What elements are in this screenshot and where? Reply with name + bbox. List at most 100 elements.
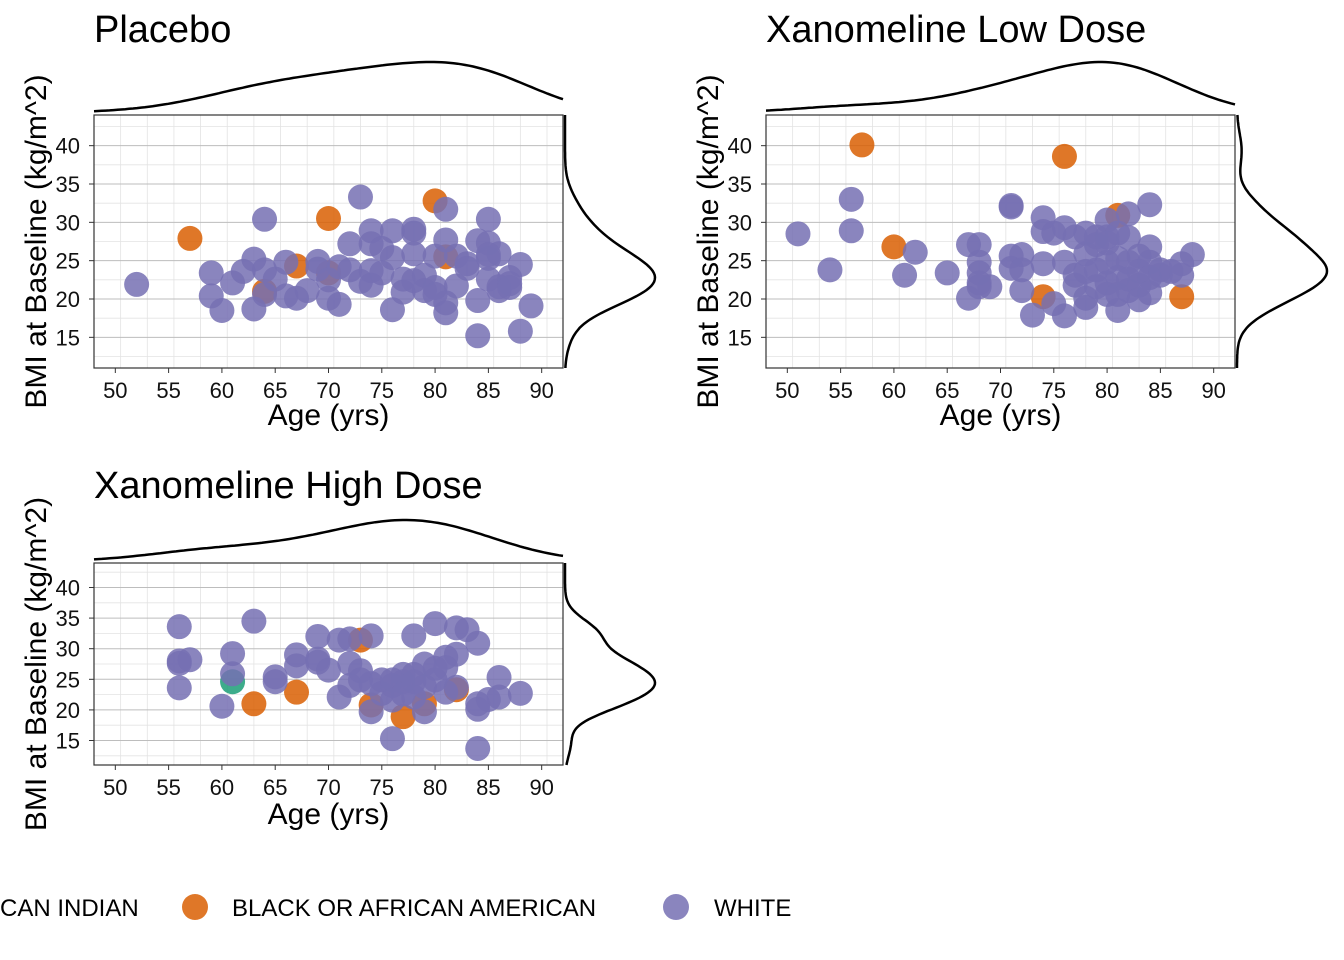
legend-key-black: [182, 894, 208, 920]
panel-placebo: Placebo 50 55 60 65 70 75 80 85 90 152025303540 …: [20, 9, 657, 432]
scatter-point: [401, 623, 427, 649]
scatter-point: [966, 232, 992, 258]
y-tick-label: 15: [728, 325, 752, 350]
scatter-points: [124, 184, 544, 349]
scatter-point: [892, 262, 918, 288]
marginal-density-x: [93, 518, 564, 561]
scatter-point: [1009, 257, 1035, 283]
panel-title: Xanomeline Low Dose: [766, 9, 1146, 51]
scatter-point: [1115, 201, 1141, 227]
legend: CAN INDIAN BLACK OR AFRICAN AMERICAN WHI…: [0, 894, 791, 922]
scatter-point: [465, 288, 491, 314]
y-tick-label: 30: [56, 210, 80, 235]
scatter-points: [166, 608, 533, 761]
scatter-point: [166, 614, 192, 640]
x-tick-label: 55: [156, 378, 180, 403]
y-tick-label: 25: [56, 667, 80, 692]
scatter-point: [1169, 262, 1195, 288]
scatter-point: [475, 206, 501, 232]
marginal-density-x: [93, 60, 564, 113]
y-axis-ticks: 15 20 25 30 35 40: [728, 134, 766, 350]
x-tick-label: 85: [1148, 378, 1172, 403]
x-tick-label: 50: [775, 378, 799, 403]
scatter-point: [1115, 225, 1141, 251]
x-axis-ticks: 50 55 60 65 70 75 80 85 90: [103, 765, 554, 800]
y-tick-label: 35: [56, 606, 80, 631]
x-axis-label: Age (yrs): [268, 399, 390, 432]
marginal-density-y: [1235, 114, 1329, 368]
x-tick-label: 90: [1201, 378, 1225, 403]
x-tick-label: 80: [423, 775, 447, 800]
y-axis-label: BMI at Baseline (kg/m^2): [20, 74, 53, 408]
scatter-point: [177, 225, 203, 251]
scatter-point: [379, 245, 405, 271]
scatter-point: [443, 674, 469, 700]
scatter-point: [326, 291, 352, 317]
panel-title: Xanomeline High Dose: [94, 465, 483, 507]
scatter-point: [507, 318, 533, 344]
x-axis-label: Age (yrs): [268, 798, 390, 831]
scatter-point: [1030, 251, 1056, 277]
x-tick-label: 75: [370, 775, 394, 800]
legend-label-white: WHITE: [714, 895, 791, 922]
scatter-points: [785, 132, 1205, 329]
x-tick-label: 80: [423, 378, 447, 403]
y-axis-ticks: 15 20 25 30 35 40: [56, 134, 94, 350]
scatter-point: [337, 626, 363, 652]
scatter-point: [358, 623, 384, 649]
x-tick-label: 50: [103, 378, 127, 403]
scatter-point: [209, 298, 235, 323]
scatter-point: [838, 218, 864, 244]
x-tick-label: 75: [1042, 378, 1066, 403]
scatter-point: [337, 231, 363, 257]
scatter-point: [934, 260, 960, 286]
scatter-point: [422, 611, 448, 637]
y-axis-label: BMI at Baseline (kg/m^2): [692, 74, 725, 408]
x-axis-ticks: 50 55 60 65 70 75 80 85 90: [103, 368, 554, 403]
scatter-point: [252, 206, 278, 232]
scatter-point: [379, 726, 405, 752]
scatter-point: [273, 249, 299, 275]
scatter-point: [379, 218, 405, 244]
y-tick-label: 20: [56, 287, 80, 312]
scatter-point: [465, 735, 491, 761]
marginal-density-x: [765, 60, 1236, 112]
scatter-point: [401, 220, 427, 246]
scatter-point: [1169, 284, 1195, 310]
marginal-density-y: [563, 563, 657, 766]
panel-title: Placebo: [94, 9, 231, 51]
scatter-point: [316, 657, 341, 683]
scatter-point: [220, 641, 246, 667]
y-tick-label: 15: [56, 729, 80, 754]
scatter-point: [849, 132, 875, 158]
scatter-point: [507, 252, 533, 277]
legend-label-american-indian: CAN INDIAN: [0, 895, 139, 922]
scatter-point: [411, 699, 437, 725]
y-tick-label: 30: [56, 637, 80, 662]
scatter-point: [902, 239, 928, 265]
scatter-point: [284, 679, 310, 705]
scatter-point: [347, 184, 373, 210]
scatter-point: [433, 196, 459, 222]
scatter-point: [785, 221, 811, 247]
scatter-point: [1051, 143, 1077, 169]
y-tick-label: 40: [56, 575, 80, 600]
y-axis-ticks: 15 20 25 30 35 40: [56, 575, 94, 754]
scatter-point: [486, 684, 512, 710]
grid: [765, 115, 1235, 368]
x-tick-label: 55: [156, 775, 180, 800]
scatter-point: [443, 641, 469, 667]
scatter-point: [454, 255, 480, 281]
x-tick-label: 65: [263, 378, 287, 403]
panel-xanomeline-low-dose: Xanomeline Low Dose 50 55 60 65 70 75 80 85 90 1…: [692, 9, 1329, 432]
scatter-point: [1019, 302, 1045, 328]
x-tick-label: 70: [316, 378, 340, 403]
scatter-point: [1073, 294, 1099, 320]
scatter-point: [465, 630, 491, 656]
scatter-point: [209, 693, 235, 719]
x-tick-label: 55: [828, 378, 852, 403]
scatter-point: [497, 275, 523, 300]
scatter-point: [262, 669, 288, 695]
scatter-point: [998, 194, 1024, 220]
